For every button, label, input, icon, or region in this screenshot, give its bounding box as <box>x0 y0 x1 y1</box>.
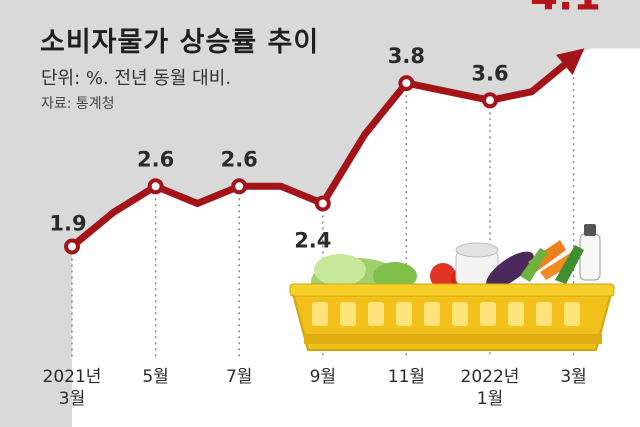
x-tick-label: 2021년 <box>43 367 102 387</box>
grocery-basket-illustration <box>289 224 615 351</box>
point-markers <box>64 75 498 255</box>
x-tick-label: 3월 <box>560 367 586 387</box>
value-label-latest: 4.1 <box>530 0 601 19</box>
x-tick-label: 5월 <box>142 367 168 387</box>
point-marker <box>64 238 80 255</box>
value-label: 2.6 <box>221 147 258 171</box>
x-tick-label: 7월 <box>226 367 252 387</box>
value-label: 1.9 <box>49 212 86 236</box>
point-marker <box>482 92 498 109</box>
value-label: 3.6 <box>471 61 508 85</box>
bottle-illustration <box>579 233 601 281</box>
point-marker <box>314 195 331 212</box>
arrow-head <box>556 48 585 75</box>
source-note: 자료: 통계청 <box>41 96 115 112</box>
tomato-illustration <box>430 263 456 289</box>
value-label: 3.8 <box>388 44 425 68</box>
eggplant-illustration <box>486 251 534 289</box>
x-tick-label: 3월 <box>59 389 85 409</box>
point-marker <box>147 178 164 195</box>
x-tick-label: 1월 <box>477 389 503 409</box>
chart-title: 소비자물가 상승률 추이 <box>40 27 320 58</box>
value-labels: 1.9 2.6 2.6 2.4 3.8 3.6 4.1 <box>49 0 601 253</box>
unit-note: 단위: %. 전년 동월 대비. <box>41 68 231 89</box>
point-marker <box>398 75 415 92</box>
point-marker <box>231 178 248 195</box>
x-tick-label: 11월 <box>388 367 425 387</box>
x-tick-label: 2022년 <box>461 367 520 387</box>
value-label: 2.6 <box>137 147 174 171</box>
value-label: 2.4 <box>294 229 331 253</box>
x-tick-label: 9월 <box>310 367 336 387</box>
